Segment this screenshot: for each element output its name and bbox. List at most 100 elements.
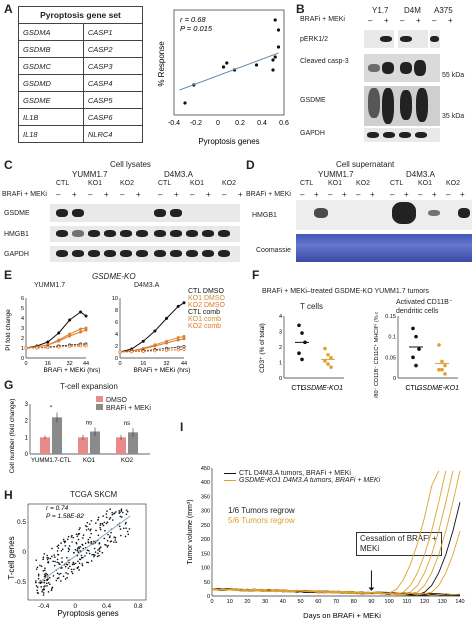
scatter-point [36,566,39,569]
scatter-point [60,550,63,552]
scatter-point [50,589,53,591]
panel-h-chart: -0.4 0 0.4 0.8 -0.5 0 0.5 r = 0.74 P = 1.58E-8… [7,503,147,618]
scatter-point [221,65,226,69]
data-dot [414,363,418,368]
gene-cell: GSDMD [18,74,84,92]
panel-e-xlabel-2: BRAFi + MEKi (hrs) [134,367,191,374]
panel-f-sub-tcells: T cells [300,302,323,311]
scatter-point [119,528,122,530]
panel-f-x-ko-1: GSDME-KO1 [301,385,343,392]
panel-f-chart-dc: 0 0.05 0.1 0.15 [385,314,458,382]
scatter-point [120,516,123,518]
group-label: KO2 [222,180,237,187]
group-label: KO2 [446,180,461,187]
data-dot [417,347,421,351]
scatter-point [61,567,63,569]
x-tick-label: 100 [385,599,394,605]
panel-c-title: Cell lysates [110,160,151,169]
series-point [79,310,83,314]
group-label: KO2 [356,180,371,187]
data-dot [297,323,301,328]
scatter-point [120,509,123,512]
data-dot [300,331,304,335]
series-point [153,349,157,353]
scatter-point [56,558,59,561]
series-point [182,348,186,352]
gene-cell: CASP3 [82,57,144,75]
data-dot [329,356,333,360]
scatter-point [36,589,38,592]
x-tick-label: 0 [24,361,27,367]
scatter-point [67,547,70,550]
y-tick-label: 2 [21,336,24,342]
scatter-point [118,510,120,512]
scatter-point [88,523,91,525]
data-dot [411,326,415,331]
legend-line-ctl [224,472,236,474]
scatter-point [99,522,102,525]
data-dot [326,352,330,357]
panel-e-sub-yumm: YUMM1.7 [34,282,66,289]
scatter-point [53,564,56,567]
y-tick-label: 1 [279,361,282,367]
panel-a-r: r = 0.68 [180,15,206,24]
data-dot [323,359,327,363]
scatter-point [92,553,95,556]
treatment-sign: – [446,190,451,199]
scatter-point [46,558,49,561]
scatter-point [88,552,91,555]
panel-i-regrow-ko: 5/6 Tumors regrow [228,516,295,525]
x-tick-label: 32 [67,361,73,367]
panel-f-x-ko-2: GSDME-KO1 [417,385,459,392]
scatter-point [93,555,95,558]
panel-f-ylabel-1: CD3⁺ (% of total) [259,323,266,373]
scatter-point [44,569,46,572]
scatter-point [113,541,115,543]
tumor-trajectory [211,530,461,596]
scatter-point [40,586,43,588]
scatter-point [43,581,46,584]
scatter-point [90,540,93,543]
scatter-point [56,572,59,575]
scatter-point [95,529,97,532]
scatter-point [67,550,70,553]
panel-e-ylabel: PI fold change [5,309,12,351]
series-point [68,344,72,348]
scatter-point [47,557,50,559]
scatter-point [47,561,50,564]
panel-f-x-ctl-2: CTL [405,385,418,392]
panel-i-cessation-box: Cessation of BRAFi + MEKi [356,532,442,556]
scatter-point [64,540,67,543]
panel-g-legend: DMSO BRAFi + MEKi [96,396,151,412]
scatter-point [52,575,55,577]
treatment-sign: + [238,190,243,199]
y-tick-label: 0 [207,594,210,600]
x-tick-label: 0 [216,120,220,127]
y-tick-label: 10 [112,296,118,302]
data-dot [443,363,447,368]
group-label: CTL [56,180,70,187]
x-tick-label: 44 [181,361,187,367]
y-tick-label: 0 [279,376,282,382]
panel-c-line-d4m: D4M3.A [164,170,193,179]
panel-b-treatment: BRAFi + MEKi [300,16,345,23]
scatter-point [273,55,277,59]
scatter-point [99,524,102,526]
blot-gapdh-b [364,128,440,142]
scatter-point [39,582,42,585]
data-dot [440,359,444,364]
x-tick-label: 130 [438,599,447,605]
x-tick-label: YUMM1.7-CTL [31,458,72,464]
scatter-point [52,560,55,563]
x-tick-label: 0 [210,599,213,605]
y-tick-label: 350 [201,494,210,500]
scatter-point [39,564,41,567]
y-tick-label: -0.5 [15,579,27,586]
data-dot [440,367,444,372]
panel-label-f: F [252,268,260,282]
y-tick-label: 0.15 [385,314,396,320]
treatment-sign: – [56,190,61,199]
x-tick-label: 30 [262,599,268,605]
scatter-point [97,534,100,537]
treatment-sign: – [88,190,93,199]
